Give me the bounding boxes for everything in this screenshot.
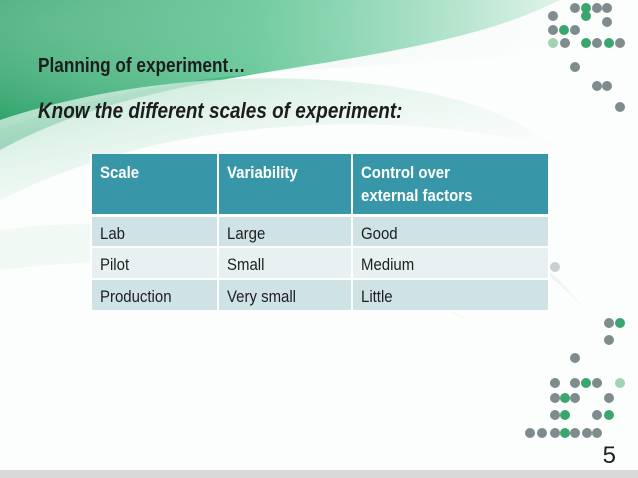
table-row: Lab Large Good <box>90 215 550 248</box>
table-row: Production Very small Little <box>90 279 550 312</box>
cell-control: Medium <box>351 247 550 280</box>
cell-scale: Pilot <box>90 247 219 280</box>
page-number: 5 <box>602 442 616 469</box>
scales-table: Scale Variability Control over external … <box>90 154 550 312</box>
cell-control: Little <box>351 279 550 312</box>
cell-control: Good <box>351 215 550 248</box>
table-row: Pilot Small Medium <box>90 247 550 280</box>
header-scale: Scale <box>90 154 219 217</box>
slide-subtitle: Know the different scales of experiment: <box>38 98 403 123</box>
cell-variability: Large <box>217 215 353 248</box>
cell-variability: Very small <box>217 279 353 312</box>
bottom-divider <box>0 470 638 478</box>
cell-scale: Production <box>90 279 219 312</box>
table-header-row: Scale Variability Control over external … <box>90 154 550 217</box>
cell-variability: Small <box>217 247 353 280</box>
cell-scale: Lab <box>90 215 219 248</box>
header-variability: Variability <box>217 154 353 217</box>
header-control-over-external-factors: Control over external factors <box>351 154 550 217</box>
slide-title: Planning of experiment… <box>38 55 246 77</box>
